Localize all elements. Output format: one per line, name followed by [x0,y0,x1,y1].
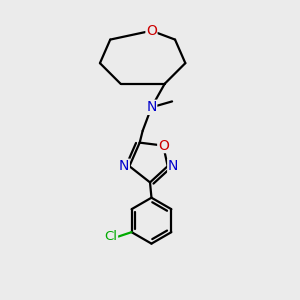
Text: N: N [119,159,129,173]
Text: O: O [158,139,169,153]
Text: O: O [146,24,157,38]
Text: Cl: Cl [104,230,118,243]
Text: N: N [168,159,178,173]
Text: N: N [146,100,157,114]
